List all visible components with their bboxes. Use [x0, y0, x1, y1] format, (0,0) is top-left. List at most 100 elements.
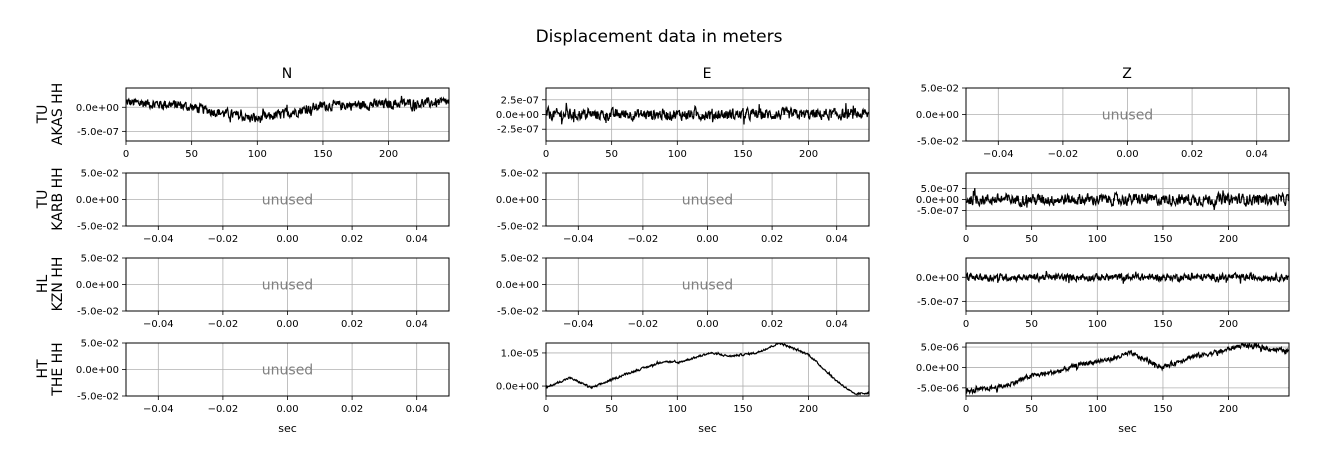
x-tick-label: 0.00: [276, 404, 298, 415]
figure-title: Displacement data in meters: [535, 27, 783, 47]
waveform-trace: [966, 188, 1289, 210]
x-tick-label: −0.02: [1048, 149, 1079, 160]
x-axis-label: sec: [278, 422, 297, 435]
unused-label: unused: [1102, 108, 1153, 124]
subplot-0-0: 0 50 100 150 200 0.0e+00 -5.0e-07: [76, 87, 450, 160]
y-tick-label: 5.0e-06: [921, 343, 959, 354]
x-tick-label: 100: [668, 404, 687, 415]
y-tick-label: -5.0e-02: [77, 307, 119, 318]
x-tick-label: 150: [1153, 234, 1172, 245]
x-tick-label: 50: [1025, 319, 1038, 330]
x-tick-label: −0.04: [563, 234, 594, 245]
y-tick-label: -5.0e-02: [77, 392, 119, 403]
y-tick-label: 5.0e-02: [81, 169, 119, 180]
waveform-trace: [966, 343, 1289, 396]
x-tick-label: 0.04: [406, 234, 428, 245]
x-tick-label: 0.00: [696, 234, 718, 245]
y-tick-label: 5.0e-02: [501, 169, 539, 180]
y-tick-label: 5.0e-07: [921, 184, 959, 195]
x-tick-label: 200: [799, 404, 818, 415]
column-title-z: Z: [1122, 66, 1132, 82]
axes-frame: [545, 342, 870, 397]
y-tick-label: 0.0e+00: [76, 365, 119, 376]
unused-label: unused: [682, 193, 733, 209]
x-tick-label: −0.04: [983, 149, 1014, 160]
y-tick-label: 0.0e+00: [916, 363, 959, 374]
unused-label: unused: [262, 193, 313, 209]
y-tick-label: 0.0e+00: [76, 195, 119, 206]
x-tick-label: −0.02: [208, 234, 239, 245]
x-tick-label: 0.04: [826, 234, 848, 245]
x-tick-label: 150: [1153, 404, 1172, 415]
y-tick-label: 0.0e+00: [496, 195, 539, 206]
x-tick-label: 0.04: [1246, 149, 1268, 160]
waveform-trace: [546, 102, 869, 125]
x-tick-label: 0.00: [276, 234, 298, 245]
x-tick-label: 150: [313, 149, 332, 160]
y-tick-label: 5.0e-02: [921, 84, 959, 95]
x-tick-label: 0.02: [341, 234, 363, 245]
y-tick-label: 0.0e+00: [916, 195, 959, 206]
x-tick-label: 0.02: [761, 234, 783, 245]
x-tick-label: −0.02: [628, 319, 659, 330]
x-tick-label: 100: [1088, 404, 1107, 415]
x-tick-label: 200: [1219, 319, 1238, 330]
y-tick-label: 5.0e-02: [81, 254, 119, 265]
x-tick-label: −0.04: [143, 404, 174, 415]
x-tick-label: 100: [1088, 319, 1107, 330]
subplot-2-1: unused −0.04 −0.02 0.00 0.02 0.04 5.0e-02 0.0e+…: [496, 254, 870, 330]
axes-frame: [965, 342, 1290, 397]
x-tick-label: 0.04: [406, 404, 428, 415]
waveform-trace: [966, 270, 1289, 284]
x-tick-label: 200: [1219, 404, 1238, 415]
unused-label: unused: [682, 278, 733, 294]
subplot-2-2: 0 50 100 150 200 0.0e+00 -5.0e-07: [916, 257, 1290, 330]
x-tick-label: −0.02: [628, 234, 659, 245]
x-tick-label: 50: [1025, 234, 1038, 245]
unused-label: unused: [262, 278, 313, 294]
axes-frame: [125, 87, 450, 142]
x-tick-label: 50: [185, 149, 198, 160]
y-tick-label: 2.5e-07: [501, 95, 539, 106]
x-tick-label: 0.02: [761, 319, 783, 330]
x-tick-label: 0.02: [341, 404, 363, 415]
x-tick-label: 0: [123, 149, 129, 160]
column-title-n: N: [281, 66, 293, 82]
subplot-1-1: unused −0.04 −0.02 0.00 0.02 0.04 5.0e-02 0.0e+…: [496, 169, 870, 245]
x-axis-label: sec: [698, 422, 717, 435]
y-tick-label: -5.0e-06: [917, 383, 959, 394]
subplot-3-0: unused −0.04 −0.02 0.00 0.02 0.04 5.0e-02 0.0e+…: [76, 339, 450, 435]
y-tick-label: -5.0e-02: [917, 137, 959, 148]
x-tick-label: 150: [733, 404, 752, 415]
x-tick-label: 50: [605, 149, 618, 160]
unused-label: unused: [262, 363, 313, 379]
x-tick-label: 150: [733, 149, 752, 160]
column-title-e: E: [702, 66, 712, 82]
waveform-trace: [126, 95, 449, 123]
y-tick-label: 0.0e+00: [916, 110, 959, 121]
x-tick-label: −0.04: [563, 319, 594, 330]
x-tick-label: −0.02: [208, 404, 239, 415]
y-tick-label: 0.0e+00: [496, 280, 539, 291]
x-tick-label: 0.00: [276, 319, 298, 330]
x-tick-label: 0.04: [406, 319, 428, 330]
x-tick-label: 150: [1153, 319, 1172, 330]
x-tick-label: 0: [543, 149, 549, 160]
subplot-2-0: unused −0.04 −0.02 0.00 0.02 0.04 5.0e-02 0.0e+…: [76, 254, 450, 330]
subplot-0-1: 0 50 100 150 200 2.5e-07 0.0e+00 -2.5e-07: [496, 87, 870, 160]
waveform-trace: [546, 343, 869, 396]
axes-frame: [965, 257, 1290, 312]
y-tick-label: -5.0e-02: [497, 307, 539, 318]
subplot-1-0: unused −0.04 −0.02 0.00 0.02 0.04 5.0e-02 0.0e+…: [76, 169, 450, 245]
x-tick-label: 200: [799, 149, 818, 160]
subplot-3-1: 0 50 100 150 200 1.0e-05 0.0e+00 sec: [496, 342, 870, 435]
x-tick-label: 0: [963, 319, 969, 330]
x-tick-label: 200: [1219, 234, 1238, 245]
y-tick-label: -5.0e-02: [497, 222, 539, 233]
subplot-1-2: 0 50 100 150 200 5.0e-070.0e+00-5.0e-07: [916, 172, 1290, 245]
y-tick-label: -5.0e-02: [77, 222, 119, 233]
y-tick-label: 0.0e+00: [496, 110, 539, 121]
subplot-0-2: unused −0.04 −0.02 0.00 0.02 0.04 5.0e-02 0.0e+…: [916, 84, 1290, 160]
x-axis-label: sec: [1118, 422, 1137, 435]
